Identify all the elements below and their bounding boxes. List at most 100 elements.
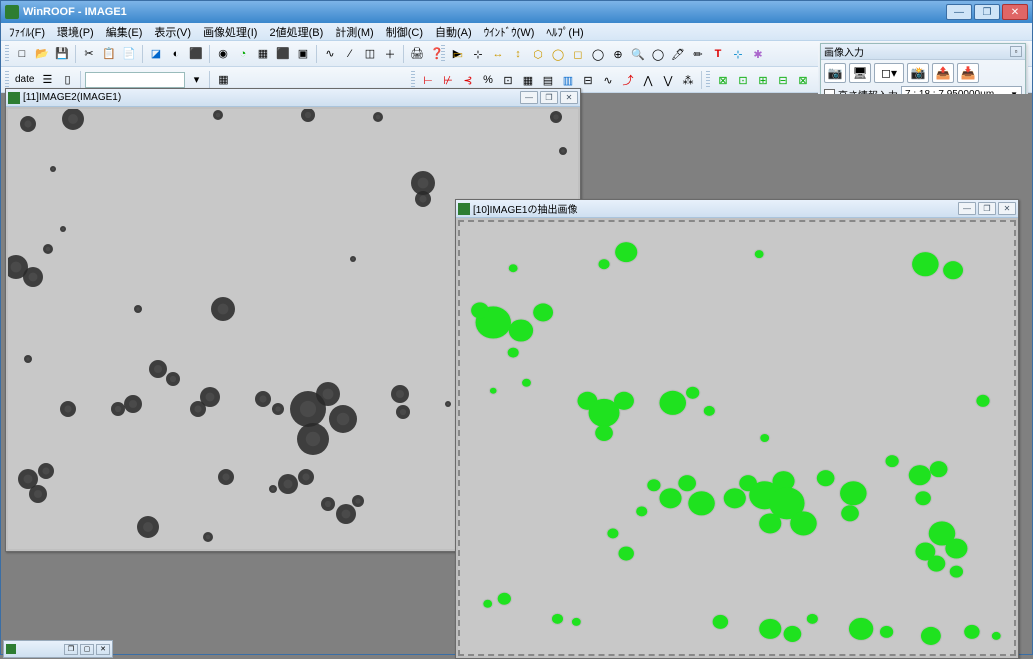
mdi-close-button[interactable]: ✕	[96, 644, 110, 655]
export-icon[interactable]: 📤	[932, 63, 954, 83]
tool-i-icon[interactable]: ∿	[321, 45, 339, 63]
circle-icon[interactable]: ◯	[549, 45, 567, 63]
panel-options-icon[interactable]: ▫	[1010, 46, 1022, 57]
tool-b-icon[interactable]: ◐	[167, 45, 185, 63]
m9-icon[interactable]: ⊟	[579, 71, 597, 89]
m11-icon[interactable]: ⤴	[619, 71, 637, 89]
mdi-titlebar[interactable]: [11]IMAGE2(IMAGE1) — ❐ ✕	[6, 89, 580, 107]
toolbar-grip[interactable]	[441, 45, 445, 63]
crosshair-icon[interactable]: ⊹	[729, 45, 747, 63]
b2-icon[interactable]: ⊡	[734, 71, 752, 89]
mdi-maximize-button[interactable]: ❐	[978, 202, 996, 215]
paste-icon[interactable]: 📄	[120, 45, 138, 63]
date-input[interactable]	[85, 72, 185, 88]
tool-k-icon[interactable]: ◫	[361, 45, 379, 63]
m4-icon[interactable]: %	[479, 71, 497, 89]
camera-icon[interactable]: 📷	[824, 63, 846, 83]
menu-auto[interactable]: 自動(A)	[429, 23, 478, 41]
tool-c-icon[interactable]: ⬛	[187, 45, 205, 63]
pen-icon[interactable]: 🖊	[669, 45, 687, 63]
cut-icon[interactable]: ✂	[80, 45, 98, 63]
pencil-icon[interactable]: ✏	[689, 45, 707, 63]
mdi-close-button[interactable]: ✕	[560, 91, 578, 104]
m1-icon[interactable]: ⊢	[419, 71, 437, 89]
mdi-maximize-button[interactable]: ❐	[540, 91, 558, 104]
new-icon[interactable]: □	[13, 45, 31, 63]
mdi-maximize-button[interactable]: ▢	[80, 644, 94, 655]
m7-icon[interactable]: ▤	[539, 71, 557, 89]
close-button[interactable]: ✕	[1002, 4, 1028, 20]
copy-icon[interactable]: 📋	[100, 45, 118, 63]
m10-icon[interactable]: ∿	[599, 71, 617, 89]
print-icon[interactable]: 🖨	[408, 45, 426, 63]
mdi-restore-button[interactable]: ❐	[64, 644, 78, 655]
menu-file[interactable]: ﾌｧｲﾙ(F)	[3, 23, 51, 41]
save-icon[interactable]: 💾	[53, 45, 71, 63]
m14-icon[interactable]: ⁂	[679, 71, 697, 89]
select-cross-icon[interactable]: ⊹	[469, 45, 487, 63]
tool-e-icon[interactable]: ◔	[234, 45, 252, 63]
mdi-minimized-item[interactable]: ❐ ▢ ✕	[3, 640, 113, 658]
menu-env[interactable]: 環境(P)	[51, 23, 100, 41]
monitor-icon[interactable]: 🖥	[849, 63, 871, 83]
menu-imageproc[interactable]: 画像処理(I)	[197, 23, 263, 41]
frame-dropdown-icon[interactable]: ◻▾	[874, 63, 904, 83]
tool-d-icon[interactable]: ◉	[214, 45, 232, 63]
arrow-v-icon[interactable]: ↕	[509, 45, 527, 63]
grid-icon[interactable]: ▦	[214, 71, 232, 89]
menu-view[interactable]: 表示(V)	[148, 23, 197, 41]
m8-icon[interactable]: ▥	[559, 71, 577, 89]
toolbar-grip[interactable]	[5, 45, 9, 63]
mdi-child-extracted[interactable]: [10]IMAGE1の抽出画像 — ❐ ✕	[455, 199, 1019, 659]
circle2-icon[interactable]: ◯	[589, 45, 607, 63]
tool-g-icon[interactable]: ⬛	[274, 45, 292, 63]
mdi-close-button[interactable]: ✕	[998, 202, 1016, 215]
m3-icon[interactable]: ⊰	[459, 71, 477, 89]
text-icon[interactable]: T	[709, 45, 727, 63]
m12-icon[interactable]: ⋀	[639, 71, 657, 89]
m6-icon[interactable]: ▦	[519, 71, 537, 89]
menu-binary[interactable]: 2値処理(B)	[263, 23, 329, 41]
select-rect-icon[interactable]: ▭	[449, 45, 467, 63]
b3-icon[interactable]: ⊞	[754, 71, 772, 89]
mdi-minimize-button[interactable]: —	[958, 202, 976, 215]
tool-a-icon[interactable]: ◪	[147, 45, 165, 63]
menu-window[interactable]: ｳｲﾝﾄﾞｳ(W)	[478, 23, 541, 41]
tool-j-icon[interactable]: ⁄	[341, 45, 359, 63]
minimize-button[interactable]: —	[946, 4, 972, 20]
tool-h-icon[interactable]: ▣	[294, 45, 312, 63]
titlebar[interactable]: WinROOF - IMAGE1 — ❐ ✕	[1, 1, 1032, 23]
tool-l-icon[interactable]: ＋	[381, 45, 399, 63]
toolbar-grip[interactable]	[5, 71, 9, 89]
toolbar-grip[interactable]	[411, 71, 415, 89]
menu-edit[interactable]: 編集(E)	[100, 23, 149, 41]
menu-help[interactable]: ﾍﾙﾌﾟ(H)	[540, 23, 589, 41]
rect2-icon[interactable]: ◻	[569, 45, 587, 63]
wand-icon[interactable]: ⊕	[609, 45, 627, 63]
menu-measure[interactable]: 計測(M)	[329, 23, 380, 41]
zoom-icon[interactable]: 🔍	[629, 45, 647, 63]
b5-icon[interactable]: ⊠	[794, 71, 812, 89]
mdi-titlebar[interactable]: [10]IMAGE1の抽出画像 — ❐ ✕	[456, 200, 1018, 218]
star-icon[interactable]: ✱	[749, 45, 767, 63]
import-icon[interactable]: 📥	[957, 63, 979, 83]
menu-control[interactable]: 制御(C)	[380, 23, 429, 41]
capture-icon[interactable]: 📸	[907, 63, 929, 83]
open-icon[interactable]: 📂	[33, 45, 51, 63]
b4-icon[interactable]: ⊟	[774, 71, 792, 89]
m2-icon[interactable]: ⊬	[439, 71, 457, 89]
ellipse-icon[interactable]: ◯	[649, 45, 667, 63]
page-icon[interactable]: ▯	[58, 71, 76, 89]
list-icon[interactable]: ☰	[38, 71, 56, 89]
tool-f-icon[interactable]: ▦	[254, 45, 272, 63]
m13-icon[interactable]: ⋁	[659, 71, 677, 89]
maximize-button[interactable]: ❐	[974, 4, 1000, 20]
panel-titlebar[interactable]: 画像入力 ▫	[821, 44, 1025, 60]
toolbar-grip[interactable]	[706, 71, 710, 89]
hexagon-icon[interactable]: ⬡	[529, 45, 547, 63]
arrow-h-icon[interactable]: ↔	[489, 45, 507, 63]
mdi-minimize-button[interactable]: —	[520, 91, 538, 104]
dropdown-icon[interactable]: ▾	[187, 71, 205, 89]
b1-icon[interactable]: ⊠	[714, 71, 732, 89]
m5-icon[interactable]: ⊡	[499, 71, 517, 89]
